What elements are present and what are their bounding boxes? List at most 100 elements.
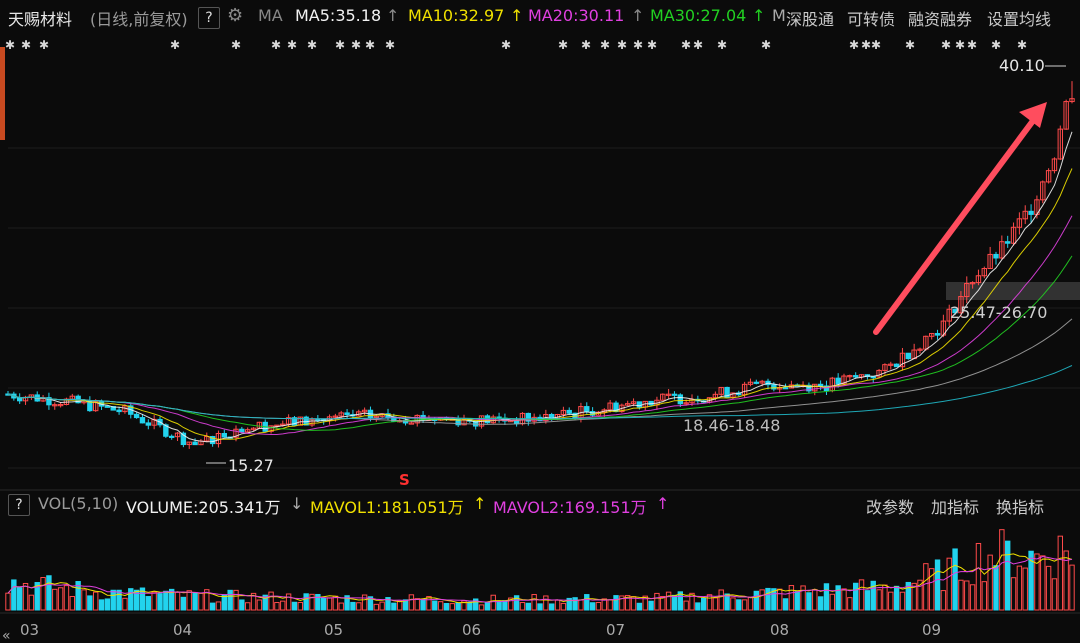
help-button[interactable]: ? bbox=[198, 7, 220, 29]
month-label-05: 05 bbox=[324, 621, 344, 639]
volume-bar bbox=[81, 589, 87, 611]
volume-bar bbox=[168, 588, 175, 611]
volume-bar bbox=[414, 598, 420, 611]
add-indicator-button[interactable]: 加指标 bbox=[931, 498, 980, 517]
event-marker: ✱ bbox=[501, 38, 511, 52]
candle-body bbox=[566, 409, 572, 414]
volume-bar bbox=[525, 602, 532, 611]
event-marker: ✱ bbox=[558, 38, 568, 52]
edit-params-button[interactable]: 改参数 bbox=[866, 498, 915, 517]
volume-bar bbox=[379, 601, 385, 611]
candle-body bbox=[771, 384, 777, 390]
volume-bar bbox=[508, 597, 514, 611]
candle-body bbox=[244, 429, 251, 433]
margin-trading-button[interactable]: 融资融券 bbox=[908, 10, 973, 29]
candle-body bbox=[677, 394, 684, 405]
candle-body bbox=[168, 435, 175, 438]
volume-bar bbox=[934, 559, 941, 611]
volume-bar bbox=[361, 594, 368, 611]
volume-bar bbox=[607, 599, 613, 611]
volume-bar bbox=[782, 598, 789, 611]
candle-body bbox=[841, 375, 847, 385]
candle-body bbox=[192, 441, 198, 446]
candle-body bbox=[163, 424, 169, 437]
volume-bar bbox=[636, 602, 643, 611]
gear-icon[interactable]: ⚙ bbox=[227, 5, 244, 26]
candle-body bbox=[373, 415, 380, 419]
volume-bar bbox=[484, 602, 491, 611]
volume-bar bbox=[69, 596, 76, 611]
ma-label[interactable]: MA bbox=[258, 6, 283, 25]
candle-body bbox=[747, 381, 754, 385]
volume-bar bbox=[852, 582, 859, 611]
candle-body bbox=[186, 441, 192, 446]
volume-bar bbox=[204, 589, 210, 611]
candle-body bbox=[660, 393, 666, 401]
ma5-value: MA5:35.18 bbox=[295, 6, 382, 25]
switch-indicator-button[interactable]: 换指标 bbox=[996, 498, 1045, 517]
candle-body bbox=[753, 381, 760, 384]
mavol2-line bbox=[7, 555, 1073, 603]
candle-body bbox=[1040, 181, 1046, 201]
event-marker: ✱ bbox=[351, 38, 361, 52]
candle-body bbox=[1063, 101, 1069, 130]
candle-body bbox=[361, 409, 368, 413]
volume-bar bbox=[490, 594, 496, 611]
candle-body bbox=[835, 377, 841, 385]
sz-connect-button[interactable]: 深股通 bbox=[786, 10, 835, 29]
volume-bar bbox=[367, 596, 374, 611]
signal-mark[interactable]: S bbox=[399, 471, 410, 489]
mavol2-value: MAVOL2:169.151万 bbox=[493, 498, 647, 517]
set-ma-button[interactable]: 设置均线 bbox=[987, 10, 1052, 29]
convertible-bond-button[interactable]: 可转债 bbox=[847, 10, 896, 29]
volume-bar bbox=[157, 593, 163, 611]
volume-bar bbox=[11, 579, 17, 611]
volume-bar bbox=[209, 602, 216, 611]
volume-bar bbox=[320, 597, 327, 611]
volume-bar bbox=[233, 589, 239, 611]
volume-bar bbox=[244, 602, 251, 611]
volume-bar bbox=[999, 529, 1005, 611]
volume-bar bbox=[198, 592, 204, 611]
volume-bar bbox=[110, 589, 116, 611]
candle-body bbox=[870, 376, 876, 379]
volume-bar bbox=[648, 600, 654, 611]
volume-bar bbox=[291, 601, 298, 611]
volume-help-button[interactable]: ? bbox=[8, 494, 30, 516]
volume-bar bbox=[432, 600, 438, 611]
volume-bar bbox=[75, 581, 81, 611]
volume-bar bbox=[285, 593, 292, 611]
volume-bar bbox=[665, 591, 672, 611]
event-marker: ✱ bbox=[967, 38, 977, 52]
ma10-arrow: ↑ bbox=[510, 6, 524, 25]
candle-body bbox=[1028, 210, 1034, 215]
event-marker: ✱ bbox=[617, 38, 627, 52]
resistance-band bbox=[946, 282, 1080, 300]
ma30-value: MA30:27.04 bbox=[650, 6, 747, 25]
candle-body bbox=[946, 308, 952, 322]
volume-bar bbox=[765, 587, 771, 611]
volume-bar bbox=[496, 600, 502, 611]
event-marker: ✱ bbox=[1017, 38, 1027, 52]
volume-bar bbox=[315, 593, 321, 611]
volume-bar bbox=[940, 590, 947, 611]
candle-body bbox=[607, 402, 613, 411]
volume-bar bbox=[619, 595, 625, 611]
candle-body bbox=[917, 348, 923, 351]
event-marker: ✱ bbox=[647, 38, 657, 52]
candle-body bbox=[1010, 226, 1017, 244]
volume-bar bbox=[1016, 565, 1023, 611]
stock-name[interactable]: 天赐材料 bbox=[8, 10, 73, 29]
candle-body bbox=[847, 375, 853, 378]
candle-body bbox=[461, 418, 467, 426]
volume-bar bbox=[256, 599, 263, 611]
volume-indicator-name[interactable]: VOL(5,10) bbox=[38, 494, 119, 513]
volume-bar bbox=[642, 595, 648, 611]
volume-bar bbox=[730, 597, 736, 611]
volume-bar bbox=[601, 598, 608, 611]
event-marker: ✱ bbox=[287, 38, 297, 52]
candle-body bbox=[975, 275, 982, 284]
candle-body bbox=[882, 364, 888, 371]
candle-body bbox=[116, 409, 122, 413]
